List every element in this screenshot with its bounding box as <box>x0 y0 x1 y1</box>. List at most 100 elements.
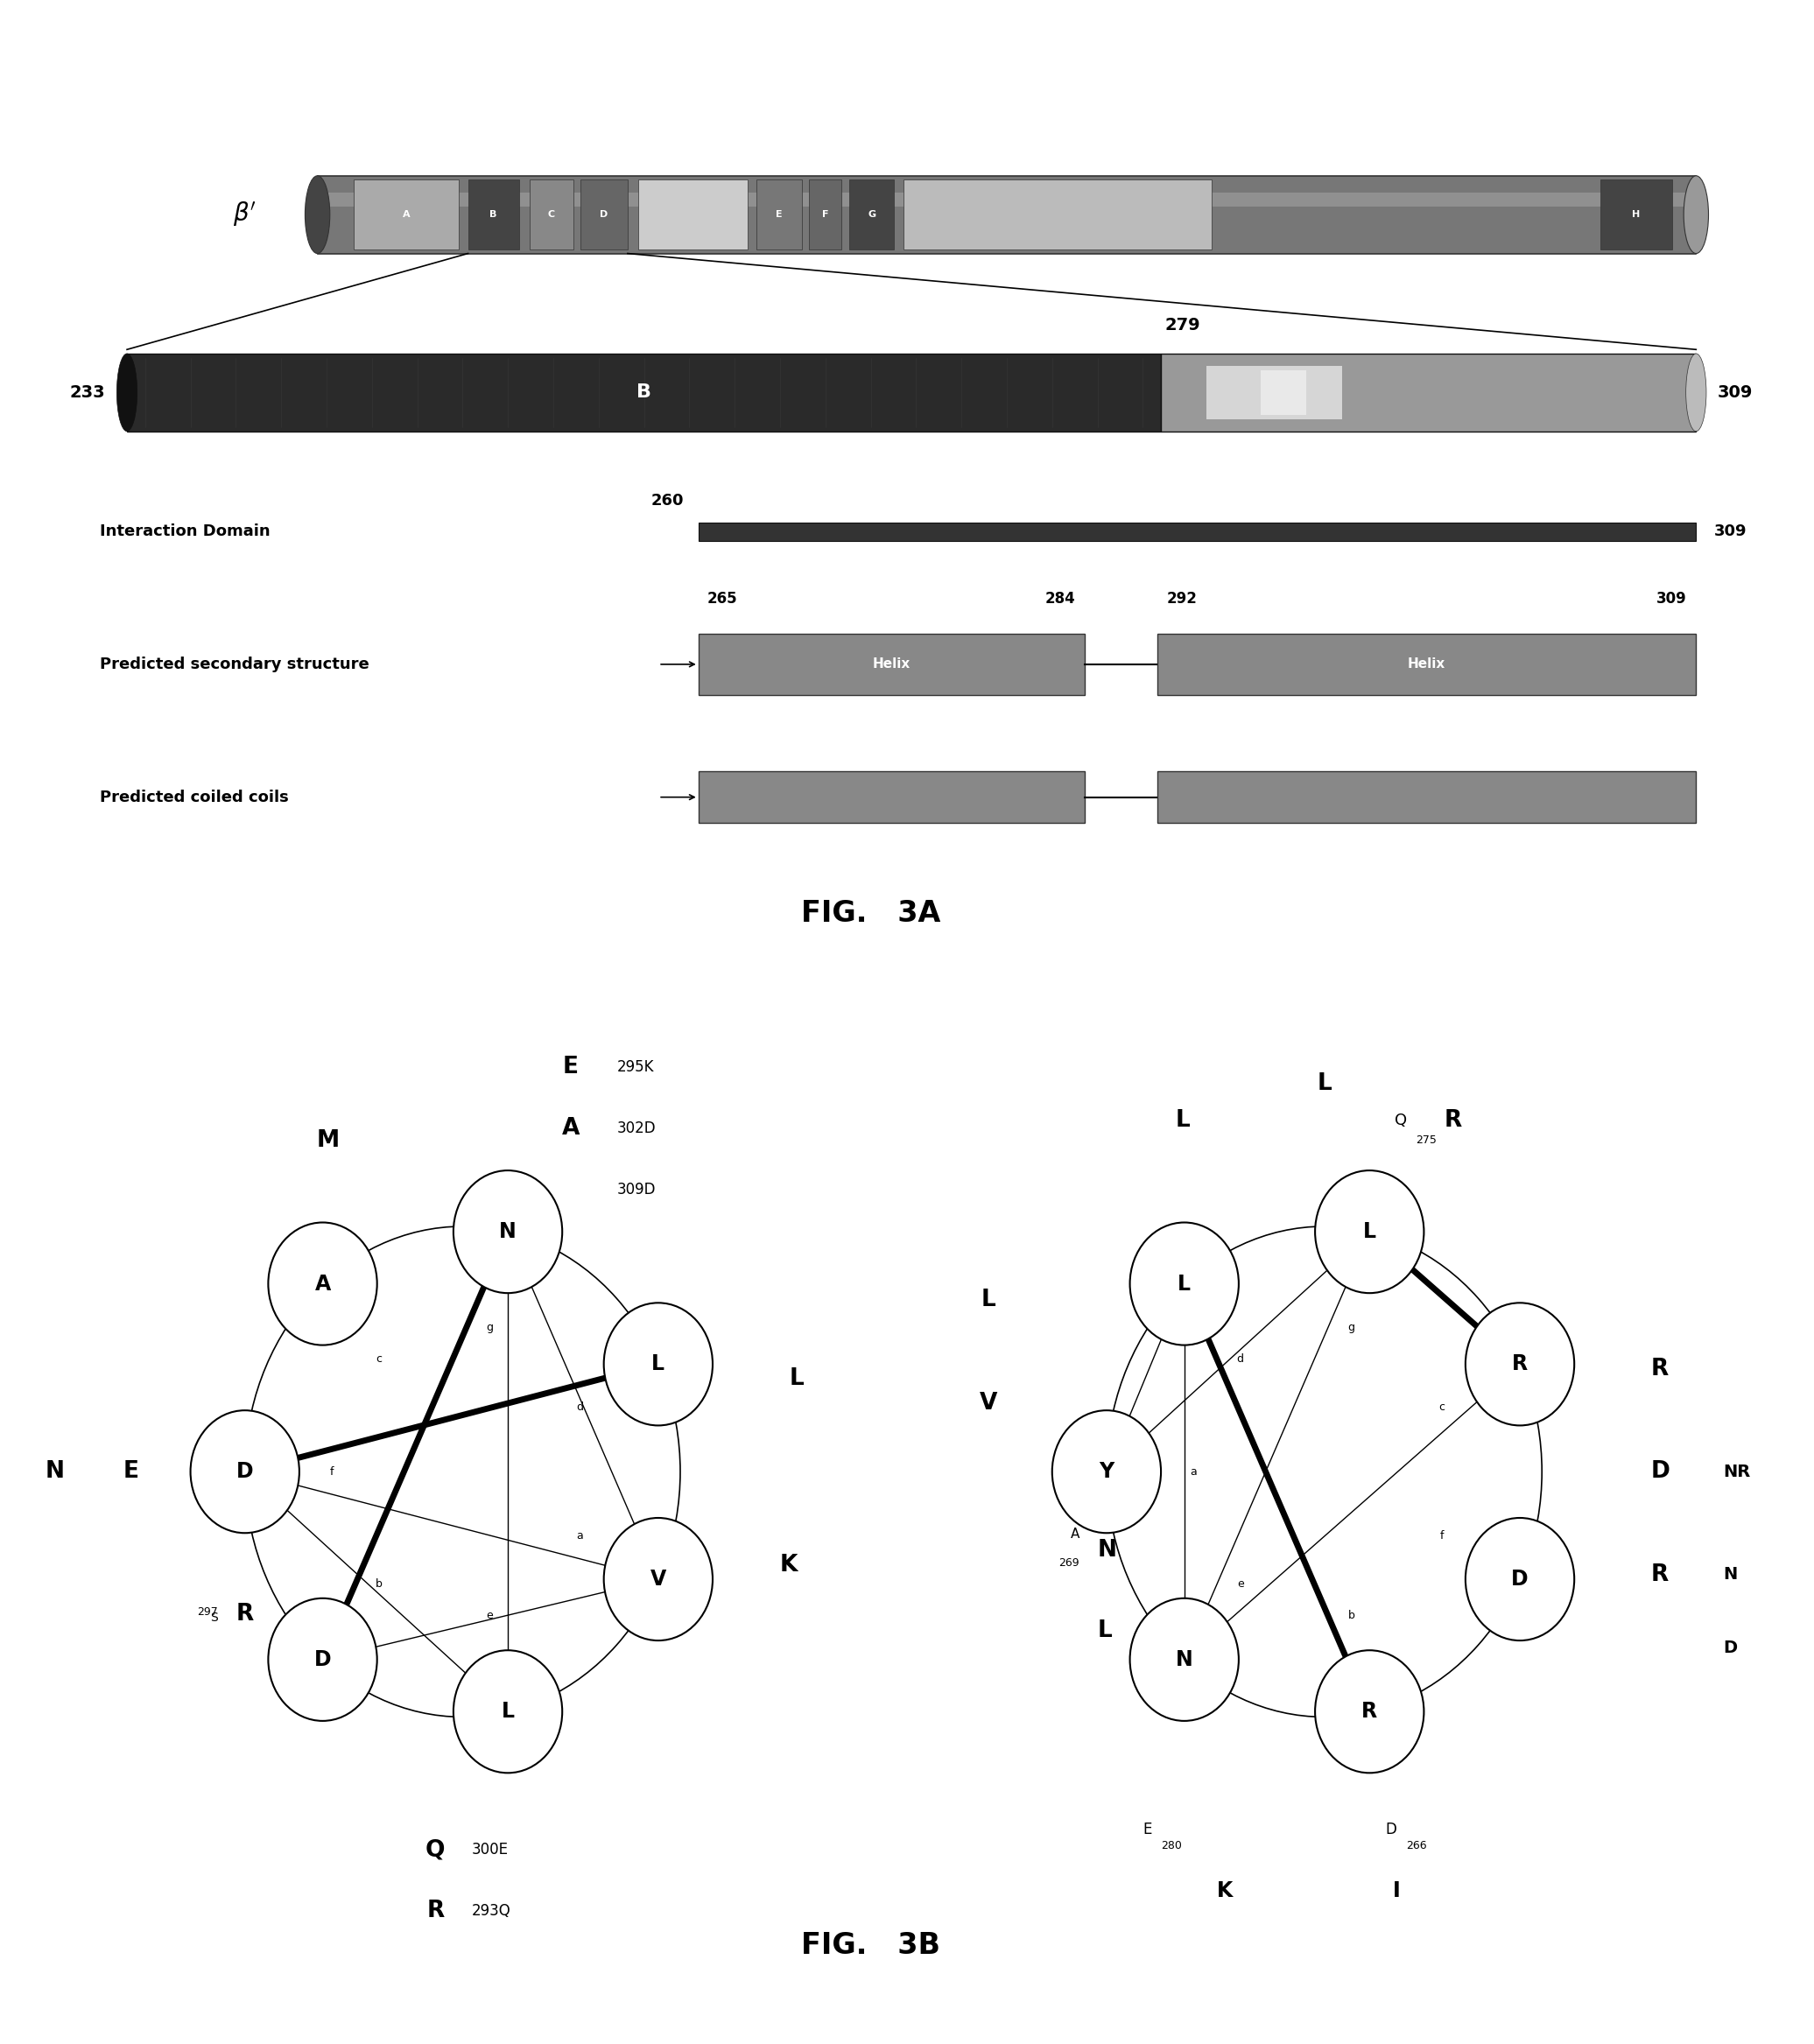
Text: E: E <box>123 1459 138 1484</box>
Text: R: R <box>426 1899 444 1923</box>
Circle shape <box>268 1598 377 1721</box>
Bar <box>1600 180 1673 249</box>
Text: d: d <box>1237 1353 1244 1365</box>
Text: 280: 280 <box>1161 1840 1183 1852</box>
Bar <box>903 180 1212 249</box>
Text: R: R <box>1651 1564 1669 1586</box>
Text: N: N <box>499 1220 517 1243</box>
Text: g: g <box>486 1322 493 1333</box>
Text: D: D <box>236 1461 254 1482</box>
Text: V: V <box>980 1392 998 1414</box>
Text: A: A <box>314 1273 330 1294</box>
Circle shape <box>1052 1410 1161 1533</box>
Circle shape <box>190 1410 299 1533</box>
Text: A: A <box>403 211 410 219</box>
Text: K: K <box>780 1553 798 1576</box>
Ellipse shape <box>305 176 330 253</box>
Circle shape <box>1315 1171 1424 1294</box>
Ellipse shape <box>1683 176 1709 253</box>
Text: $\beta'$: $\beta'$ <box>232 200 258 229</box>
Text: Helix: Helix <box>873 658 911 670</box>
Text: g: g <box>1348 1322 1355 1333</box>
Text: b: b <box>1348 1611 1355 1621</box>
Text: a: a <box>1190 1466 1197 1478</box>
Text: NR: NR <box>1723 1464 1751 1480</box>
Text: V: V <box>649 1568 666 1590</box>
Text: R: R <box>1362 1701 1377 1723</box>
Text: L: L <box>651 1353 664 1376</box>
Text: A: A <box>1070 1527 1079 1541</box>
Text: E: E <box>1143 1821 1152 1838</box>
Text: 284: 284 <box>1045 591 1076 607</box>
Text: c: c <box>375 1353 381 1365</box>
Text: 279: 279 <box>1165 317 1201 333</box>
Bar <box>317 176 1696 253</box>
Bar <box>698 521 1696 540</box>
Text: S: S <box>210 1611 218 1623</box>
Text: FIG.   3B: FIG. 3B <box>802 1932 940 1960</box>
Text: D: D <box>1651 1459 1671 1484</box>
Text: 309: 309 <box>1714 523 1747 540</box>
Bar <box>1157 634 1696 695</box>
Text: D: D <box>314 1650 332 1670</box>
Text: 265: 265 <box>707 591 738 607</box>
Text: e: e <box>486 1611 493 1621</box>
Text: 292: 292 <box>1166 591 1197 607</box>
Text: D: D <box>600 211 608 219</box>
Bar <box>468 180 519 249</box>
Text: 233: 233 <box>69 384 105 401</box>
Text: A: A <box>562 1116 580 1141</box>
Bar <box>698 771 1085 822</box>
Text: Interaction Domain: Interaction Domain <box>100 523 270 540</box>
Text: R: R <box>236 1602 254 1625</box>
Text: G: G <box>867 211 876 219</box>
Bar <box>354 180 459 249</box>
Text: B: B <box>490 211 497 219</box>
Text: 275: 275 <box>1415 1134 1437 1147</box>
Text: Q: Q <box>1395 1112 1408 1128</box>
Text: N: N <box>1723 1566 1738 1582</box>
Text: 293Q: 293Q <box>472 1903 512 1919</box>
Text: 295K: 295K <box>617 1059 655 1075</box>
Text: R: R <box>1511 1353 1527 1376</box>
Bar <box>1161 354 1696 431</box>
Text: 309D: 309D <box>617 1181 655 1198</box>
Text: L: L <box>1317 1071 1331 1096</box>
Bar <box>1261 370 1306 415</box>
Text: c: c <box>1439 1402 1444 1412</box>
Text: L: L <box>1362 1220 1377 1243</box>
Text: C: C <box>548 211 555 219</box>
Text: f: f <box>1440 1531 1444 1541</box>
Text: R: R <box>1444 1108 1462 1132</box>
Text: D: D <box>1511 1568 1529 1590</box>
Text: 309: 309 <box>1656 591 1687 607</box>
Text: L: L <box>501 1701 515 1723</box>
Text: L: L <box>789 1367 804 1390</box>
Circle shape <box>1466 1519 1575 1641</box>
Text: 300E: 300E <box>472 1842 508 1858</box>
Text: L: L <box>1175 1108 1190 1132</box>
Text: M: M <box>316 1128 339 1153</box>
Circle shape <box>1466 1302 1575 1425</box>
Bar <box>1157 771 1696 822</box>
Bar <box>317 192 1696 206</box>
Text: N: N <box>1097 1539 1117 1562</box>
Text: 297: 297 <box>198 1607 218 1619</box>
Text: K: K <box>1217 1880 1232 1901</box>
Bar <box>580 180 628 249</box>
Text: L: L <box>1177 1273 1190 1294</box>
Circle shape <box>454 1171 562 1294</box>
Text: 269: 269 <box>1059 1558 1079 1570</box>
Text: 260: 260 <box>651 493 684 509</box>
Bar <box>698 634 1085 695</box>
Circle shape <box>604 1302 713 1425</box>
Bar <box>127 354 1161 431</box>
Circle shape <box>604 1519 713 1641</box>
Text: Q: Q <box>424 1838 444 1862</box>
Text: N: N <box>1175 1650 1194 1670</box>
Circle shape <box>1130 1598 1239 1721</box>
Text: Helix: Helix <box>1408 658 1446 670</box>
Text: R: R <box>1651 1357 1669 1380</box>
Text: d: d <box>577 1402 584 1412</box>
Text: E: E <box>562 1055 579 1079</box>
